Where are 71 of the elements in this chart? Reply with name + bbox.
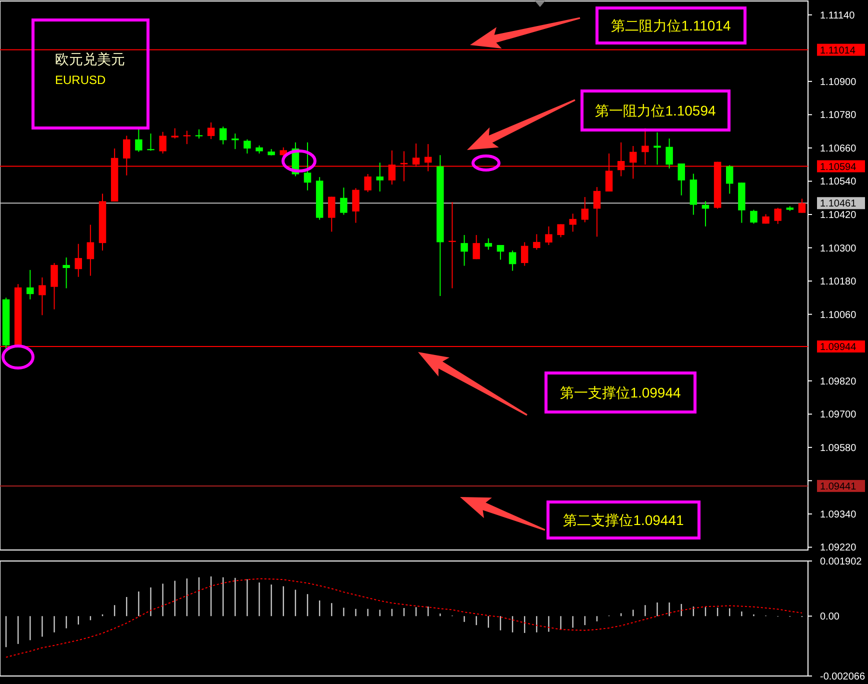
- candlestick: [448, 202, 456, 289]
- ref-line-label: 1.09441: [820, 481, 857, 492]
- candlestick: [38, 276, 46, 316]
- ref-line-label: 1.11014: [820, 45, 856, 56]
- candlestick: [798, 198, 806, 214]
- y-tick-label: 1.09220: [820, 542, 857, 554]
- y-tick-label: 1.10180: [820, 276, 857, 288]
- candlestick: [496, 244, 504, 260]
- candlestick: [86, 224, 94, 276]
- candlestick: [484, 238, 492, 250]
- text: 欧元兑美元: [55, 51, 125, 67]
- candlestick: [159, 131, 166, 154]
- y-tick-label: 1.10060: [820, 310, 857, 321]
- annotation: 第一阻力位1.10594: [595, 102, 716, 118]
- text: EURUSD: [55, 73, 106, 87]
- candlestick: [74, 243, 82, 278]
- y-tick-label: 1.10780: [820, 110, 857, 122]
- candlestick: [666, 138, 673, 169]
- y-tick-label: 1.09580: [820, 442, 857, 454]
- annotation: 第二阻力位1.11014: [611, 17, 731, 34]
- annotation: 第二支撑位1.09441: [563, 512, 684, 528]
- candlestick: [593, 186, 601, 238]
- candlestick: [726, 164, 734, 194]
- candlestick: [352, 188, 360, 224]
- y-tick-label: 1.10900: [820, 76, 857, 88]
- candlestick: [50, 262, 58, 310]
- candlestick: [508, 250, 516, 272]
- annotation: 第一支撑位1.09944: [560, 384, 682, 400]
- candlestick: [581, 196, 589, 223]
- candlestick: [545, 226, 552, 246]
- candlestick: [340, 187, 348, 216]
- candlestick: [135, 128, 142, 152]
- candlestick: [183, 130, 191, 145]
- y-tick-label: 1.10540: [820, 176, 857, 188]
- candlestick: [147, 133, 154, 152]
- y-tick-label: 1.10420: [820, 210, 857, 221]
- y-tick-label: 0.001902: [820, 556, 862, 568]
- candlestick: [171, 128, 178, 140]
- y-tick-label: 1.10660: [820, 143, 857, 154]
- candlestick: [376, 162, 384, 192]
- candlestick: [678, 162, 685, 196]
- y-tick-label: 1.11140: [820, 10, 856, 22]
- y-tick-label: 1.09700: [820, 410, 857, 421]
- candlestick: [207, 122, 215, 140]
- candlestick: [557, 224, 564, 238]
- candlestick: [569, 213, 576, 232]
- candlestick: [232, 133, 239, 150]
- y-tick-label: 1.09340: [820, 509, 857, 520]
- ref-line-label: 1.10594: [820, 162, 857, 173]
- y-tick-label: -0.002066: [820, 672, 866, 682]
- candlestick: [195, 128, 203, 140]
- candlestick: [364, 174, 372, 193]
- candlestick: [62, 256, 70, 289]
- candlestick: [460, 234, 468, 266]
- ref-line-label: 1.09944: [820, 342, 857, 353]
- line-series: [6, 578, 802, 658]
- candlestick: [520, 242, 528, 266]
- y-tick-label: 0.00: [820, 612, 840, 623]
- candlestick: [304, 142, 312, 191]
- candlestick: [328, 196, 336, 232]
- ref-line-label: 1.10461: [820, 198, 857, 210]
- candlestick: [750, 209, 758, 224]
- candlestick: [774, 207, 782, 224]
- candlestick: [654, 132, 661, 166]
- candlestick: [533, 234, 540, 250]
- candlestick: [219, 126, 227, 145]
- y-tick-label: 1.10300: [820, 243, 857, 254]
- candlestick: [26, 269, 34, 300]
- candlestick: [472, 234, 480, 260]
- y-tick-label: 1.09820: [820, 376, 857, 388]
- candlestick: [244, 138, 251, 154]
